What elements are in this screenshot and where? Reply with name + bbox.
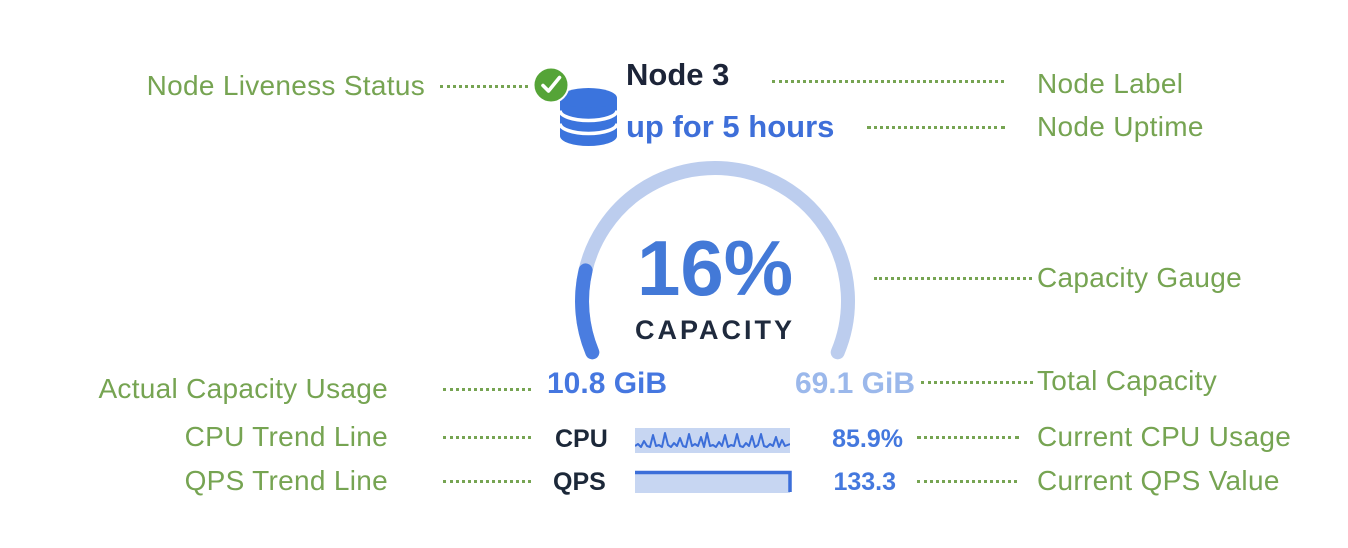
leader-actual-capacity: [443, 388, 531, 391]
annotation-node-uptime: Node Uptime: [1037, 111, 1204, 142]
annotation-node-label: Node Label: [1037, 68, 1184, 99]
annotation-cpu-trend-line: CPU Trend Line: [184, 421, 388, 452]
database-icon: [558, 88, 619, 146]
annotation-total-capacity: Total Capacity: [1037, 365, 1218, 396]
cpu-current-value: 85.9%: [832, 425, 903, 453]
qps-label: QPS: [553, 468, 606, 496]
cpu-label: CPU: [555, 425, 608, 453]
leader-node-uptime: [867, 126, 1005, 129]
node-name[interactable]: Node 3: [626, 57, 730, 92]
capacity-gauge: [575, 161, 855, 360]
annotation-node-liveness-status: Node Liveness Status: [146, 70, 425, 101]
node-uptime: up for 5 hours: [626, 109, 835, 144]
annotation-current-qps-value: Current QPS Value: [1037, 465, 1280, 496]
leader-node-label: [772, 80, 1004, 83]
cpu-sparkline: [635, 428, 790, 453]
leader-total-capacity: [921, 381, 1033, 384]
leader-qps-trend: [443, 480, 531, 483]
capacity-percent: 16%: [636, 224, 794, 312]
liveness-check-icon: [532, 66, 570, 104]
used-capacity-value: 10.8 GiB: [547, 367, 668, 400]
node-icon-group: [532, 66, 619, 146]
capacity-caption: CAPACITY: [634, 315, 795, 345]
annotation-capacity-gauge: Capacity Gauge: [1037, 262, 1242, 293]
leader-capacity-gauge: [874, 277, 1032, 280]
leader-node-liveness: [440, 85, 528, 88]
annotation-current-cpu-usage: Current CPU Usage: [1037, 421, 1292, 452]
qps-trend-bar: [635, 470, 792, 493]
leader-current-cpu: [917, 436, 1019, 439]
annotation-actual-capacity-usage: Actual Capacity Usage: [98, 373, 388, 404]
qps-current-value: 133.3: [833, 468, 896, 496]
total-capacity-value: 69.1 GiB: [794, 367, 915, 400]
annotation-qps-trend-line: QPS Trend Line: [184, 465, 388, 496]
leader-cpu-trend: [443, 436, 531, 439]
gauge-fill: [575, 263, 600, 360]
leader-current-qps: [917, 480, 1017, 483]
